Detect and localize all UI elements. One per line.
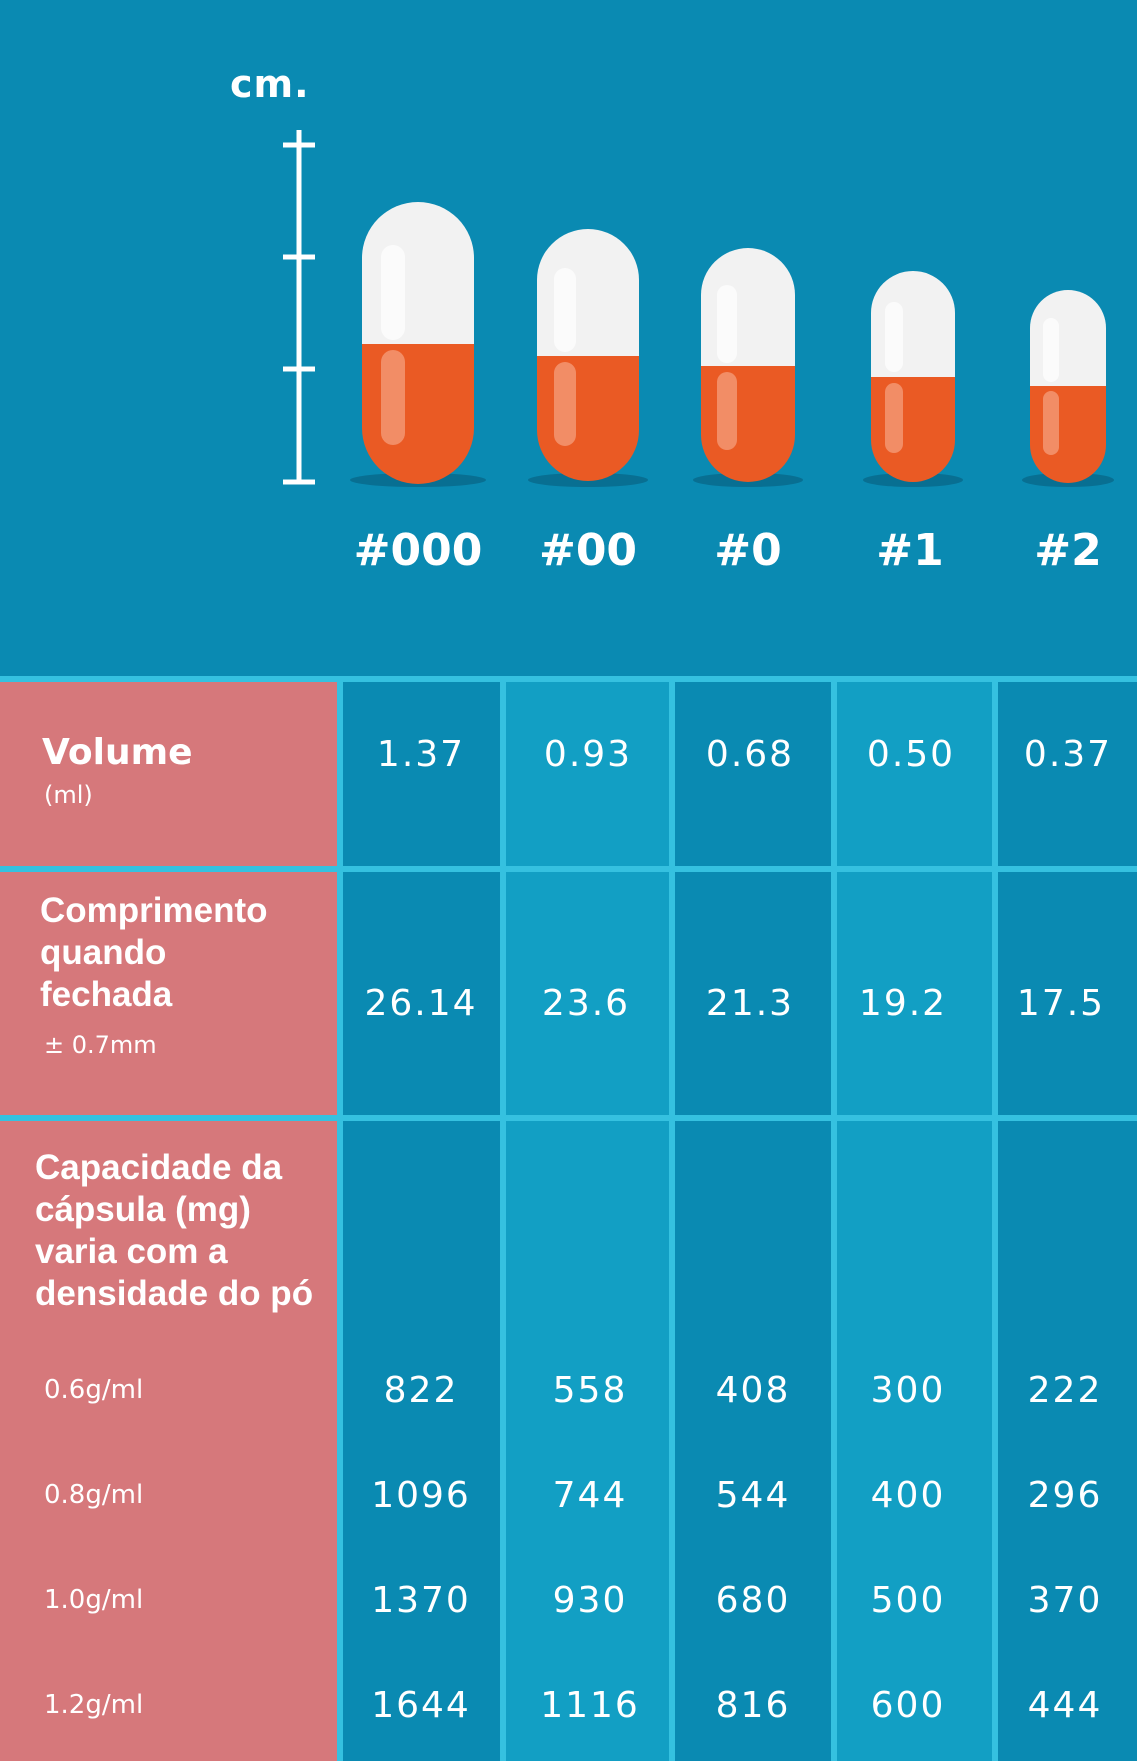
capsule-2: [1022, 290, 1114, 487]
capacity-value: 370: [1028, 1580, 1103, 1621]
length-value: 21.3: [706, 983, 794, 1024]
volume-value: 1.37: [377, 734, 465, 775]
density-label: 1.2g/ml: [44, 1690, 143, 1720]
volume-value: 0.93: [544, 734, 632, 775]
capacity-value: 444: [1028, 1685, 1103, 1726]
grid-line: [500, 682, 506, 1761]
length-value: 19.2: [859, 983, 947, 1024]
grid-line: [0, 1115, 1137, 1121]
capacity-value: 1370: [371, 1580, 471, 1621]
capacity-value: 822: [384, 1370, 459, 1411]
capacity-value: 222: [1028, 1370, 1103, 1411]
length-row-title-line: fechada: [40, 974, 172, 1016]
capacity-value: 408: [716, 1370, 791, 1411]
size-label-0: #0: [714, 525, 781, 576]
capacity-value: 296: [1028, 1475, 1103, 1516]
size-label-2: #2: [1034, 525, 1101, 576]
capacity-value: 600: [871, 1685, 946, 1726]
length-row-title-line: quando: [40, 932, 166, 974]
density-label: 1.0g/ml: [44, 1585, 143, 1615]
capsules-group: [0, 0, 1137, 520]
capacity-value: 1644: [371, 1685, 471, 1726]
length-value: 23.6: [542, 983, 630, 1024]
grid-line: [992, 682, 998, 1761]
capacity-value: 500: [871, 1580, 946, 1621]
capacity-value: 400: [871, 1475, 946, 1516]
capsule-00: [528, 229, 648, 487]
grid-line: [337, 682, 343, 1761]
capacity-row-title-line: densidade do pó: [35, 1273, 313, 1315]
capacity-value: 544: [716, 1475, 791, 1516]
capacity-value: 300: [871, 1370, 946, 1411]
volume-value: 0.37: [1024, 734, 1112, 775]
size-label-00: #00: [539, 525, 637, 576]
length-row-title-line: Comprimento: [40, 890, 268, 932]
capacity-value: 744: [553, 1475, 628, 1516]
capacity-row-title-line: cápsula (mg): [35, 1189, 251, 1231]
length-value: 26.14: [364, 983, 477, 1024]
grid-line: [0, 866, 1137, 872]
grid-line: [669, 682, 675, 1761]
capsule-0: [693, 248, 803, 487]
capsule-1: [863, 271, 963, 487]
capacity-value: 930: [553, 1580, 628, 1621]
capacity-value: 1096: [371, 1475, 471, 1516]
capacity-row-title-line: varia com a: [35, 1231, 228, 1273]
length-tolerance: ± 0.7mm: [44, 1031, 157, 1059]
volume-value: 0.50: [867, 734, 955, 775]
size-label-000: #000: [354, 525, 483, 576]
volume-row-title: Volume: [42, 732, 193, 774]
grid-line: [831, 682, 837, 1761]
capacity-value: 558: [553, 1370, 628, 1411]
capacity-value: 680: [716, 1580, 791, 1621]
density-label: 0.8g/ml: [44, 1480, 143, 1510]
capacity-row-title-line: Capacidade da: [35, 1147, 282, 1189]
volume-value: 0.68: [706, 734, 794, 775]
capacity-value: 1116: [540, 1685, 640, 1726]
capacity-value: 816: [716, 1685, 791, 1726]
length-value: 17.5: [1017, 983, 1105, 1024]
volume-row-unit: (ml): [44, 781, 93, 809]
density-label: 0.6g/ml: [44, 1375, 143, 1405]
capsule-000: [350, 202, 486, 487]
capsule-size-illustration: cm.: [0, 0, 1137, 676]
size-label-1: #1: [876, 525, 943, 576]
